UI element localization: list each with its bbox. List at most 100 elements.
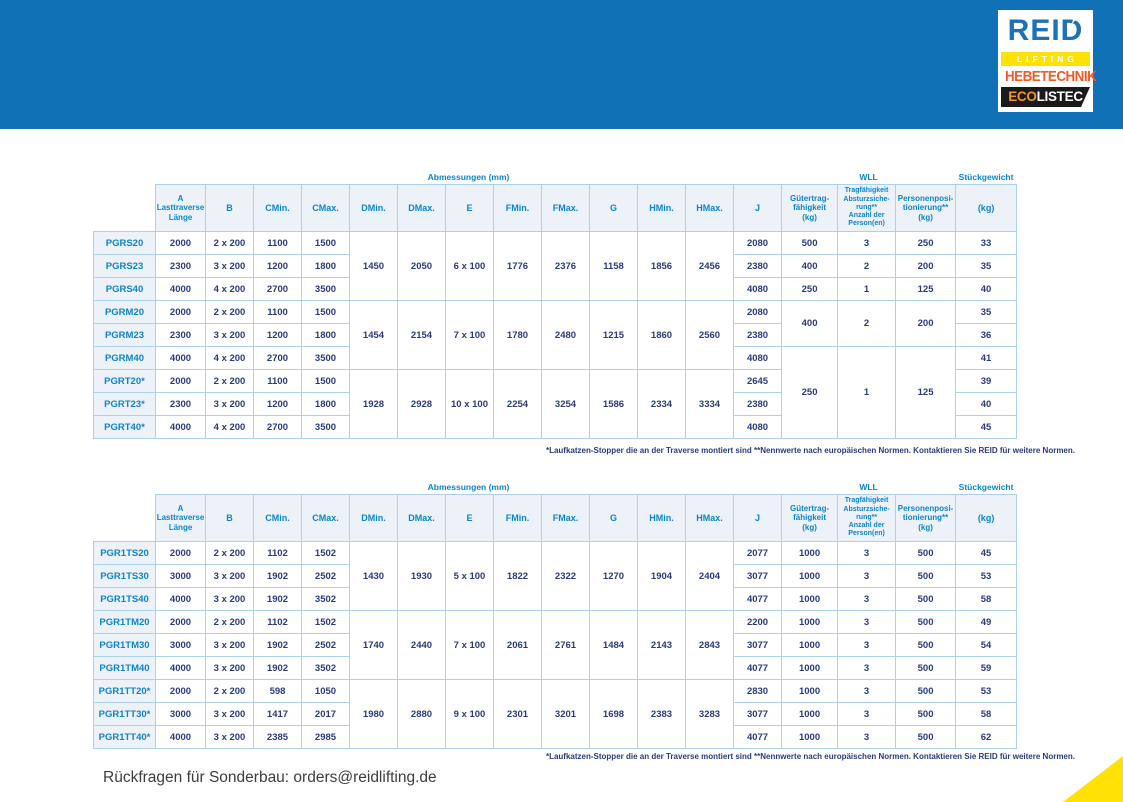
cell-cmax: 3500 <box>301 415 350 439</box>
cell-goods-capacity: 1000 <box>781 679 839 703</box>
cell-g: 1270 <box>589 541 638 611</box>
column-header: (kg) <box>955 494 1018 542</box>
cell-b: 3 x 200 <box>205 587 254 611</box>
cell-a: 4000 <box>155 346 206 370</box>
unit-weight-group-header: Stückgewicht <box>955 167 1017 185</box>
cell-unit-weight: 45 <box>955 415 1018 439</box>
table-row: PGR1TS20 2000 2 x 200 1102 1502 1430 1930 5 x 1… <box>93 541 1018 611</box>
cell-unit-weight: 36 <box>955 323 1018 347</box>
cell-b: 2 x 200 <box>205 541 254 565</box>
cell-goods-capacity: 400 <box>781 254 839 278</box>
column-header: (kg) <box>955 184 1018 232</box>
cell-unit-weight: 59 <box>955 656 1018 680</box>
cell-cmin: 1200 <box>253 254 302 278</box>
cell-fall-arrest-persons: 3 <box>837 231 897 255</box>
cell-unit-weight: 58 <box>955 702 1018 726</box>
cell-person-positioning: 500 <box>895 564 957 588</box>
cell-cmin: 1200 <box>253 392 302 416</box>
footnote-table-2: *Laufkatzen-Stopper die an der Traverse … <box>545 752 1075 761</box>
cell-fmin: 2061 <box>493 610 542 680</box>
cell-cmax: 1500 <box>301 300 350 324</box>
cell-unit-weight: 33 <box>955 231 1018 255</box>
cell-cmax: 3502 <box>301 587 350 611</box>
cell-model: PGR1TT40* <box>93 725 156 749</box>
cell-cmin: 2700 <box>253 415 302 439</box>
cell-person-positioning: 500 <box>895 587 957 611</box>
cell-fall-arrest-persons: 3 <box>837 587 897 611</box>
cell-fmin: 1822 <box>493 541 542 611</box>
cell-cmin: 1902 <box>253 564 302 588</box>
cell-hmax: 2843 <box>685 610 734 680</box>
cell-b: 3 x 200 <box>205 656 254 680</box>
cell-fmin: 1780 <box>493 300 542 370</box>
cell-cmin: 1902 <box>253 633 302 657</box>
cell-fall-arrest-persons: 2 <box>837 300 897 347</box>
footer-contact-text: Rückfragen für Sonderbau: orders@reidlif… <box>103 769 437 786</box>
cell-a: 2300 <box>155 323 206 347</box>
logo-reid-wordmark: REID <box>1001 10 1091 52</box>
column-header: FMax. <box>541 184 590 232</box>
cell-b: 3 x 200 <box>205 254 254 278</box>
cell-fall-arrest-persons: 1 <box>837 277 897 301</box>
cell-fall-arrest-persons: 3 <box>837 564 897 588</box>
column-header: B <box>205 184 254 232</box>
cell-model: PGR1TT20* <box>93 679 156 703</box>
cell-person-positioning: 500 <box>895 541 957 565</box>
cell-j: 2077 <box>732 541 783 565</box>
cell-person-positioning: 500 <box>895 725 957 749</box>
cell-cmax: 1800 <box>301 323 350 347</box>
cell-hmin: 2334 <box>637 369 686 439</box>
cell-fall-arrest-persons: 3 <box>837 702 897 726</box>
spec-table-1-container: Abmessungen (mm) WLL Stückgewicht A Lasttra… <box>93 167 1018 439</box>
dimensions-group-header: Abmessungen (mm) <box>155 477 782 495</box>
cell-dmax: 1930 <box>397 541 446 611</box>
cell-j: 3077 <box>732 633 783 657</box>
cell-cmin: 2700 <box>253 346 302 370</box>
column-header: E <box>445 494 494 542</box>
cell-unit-weight: 62 <box>955 725 1018 749</box>
cell-g: 1158 <box>589 231 638 301</box>
cell-person-positioning: 500 <box>895 610 957 634</box>
table-corner-cell <box>93 494 156 542</box>
cell-goods-capacity: 1000 <box>781 633 839 657</box>
cell-person-positioning: 500 <box>895 656 957 680</box>
cell-j: 2830 <box>732 679 783 703</box>
cell-b: 4 x 200 <box>205 346 254 370</box>
cell-g: 1698 <box>589 679 638 749</box>
cell-g: 1586 <box>589 369 638 439</box>
cell-fall-arrest-persons: 3 <box>837 541 897 565</box>
cell-b: 3 x 200 <box>205 392 254 416</box>
cell-cmin: 1100 <box>253 300 302 324</box>
cell-dmin: 1454 <box>349 300 398 370</box>
cell-unit-weight: 40 <box>955 277 1018 301</box>
cell-goods-capacity: 1000 <box>781 564 839 588</box>
cell-fmin: 2254 <box>493 369 542 439</box>
cell-hmin: 1904 <box>637 541 686 611</box>
cell-j: 2380 <box>732 254 783 278</box>
cell-person-positioning: 125 <box>895 277 957 301</box>
column-header: Personenposi- tionierung** (kg) <box>895 184 957 232</box>
column-header: Gütertrag- fähigkeit (kg) <box>781 184 839 232</box>
column-header: CMin. <box>253 494 302 542</box>
cell-cmax: 3500 <box>301 346 350 370</box>
cell-j: 4077 <box>732 725 783 749</box>
column-header: HMin. <box>637 184 686 232</box>
cell-unit-weight: 58 <box>955 587 1018 611</box>
cell-a: 4000 <box>155 656 206 680</box>
cell-fmax: 2376 <box>541 231 590 301</box>
cell-b: 2 x 200 <box>205 231 254 255</box>
cell-cmin: 2700 <box>253 277 302 301</box>
cell-dmax: 2928 <box>397 369 446 439</box>
cell-cmax: 1502 <box>301 541 350 565</box>
cell-j: 2080 <box>732 300 783 324</box>
column-header: CMax. <box>301 494 350 542</box>
cell-goods-capacity: 1000 <box>781 610 839 634</box>
logo-brand-text: REID <box>1007 14 1084 47</box>
logo-ecolistec-band: ECOLISTEC <box>1001 87 1090 107</box>
cell-cmax: 3502 <box>301 656 350 680</box>
cell-hmin: 1860 <box>637 300 686 370</box>
table-corner-spacer <box>93 477 156 495</box>
cell-person-positioning: 200 <box>895 300 957 347</box>
logo-lifting-band: LIFTING <box>1001 52 1090 66</box>
cell-a: 2000 <box>155 541 206 565</box>
